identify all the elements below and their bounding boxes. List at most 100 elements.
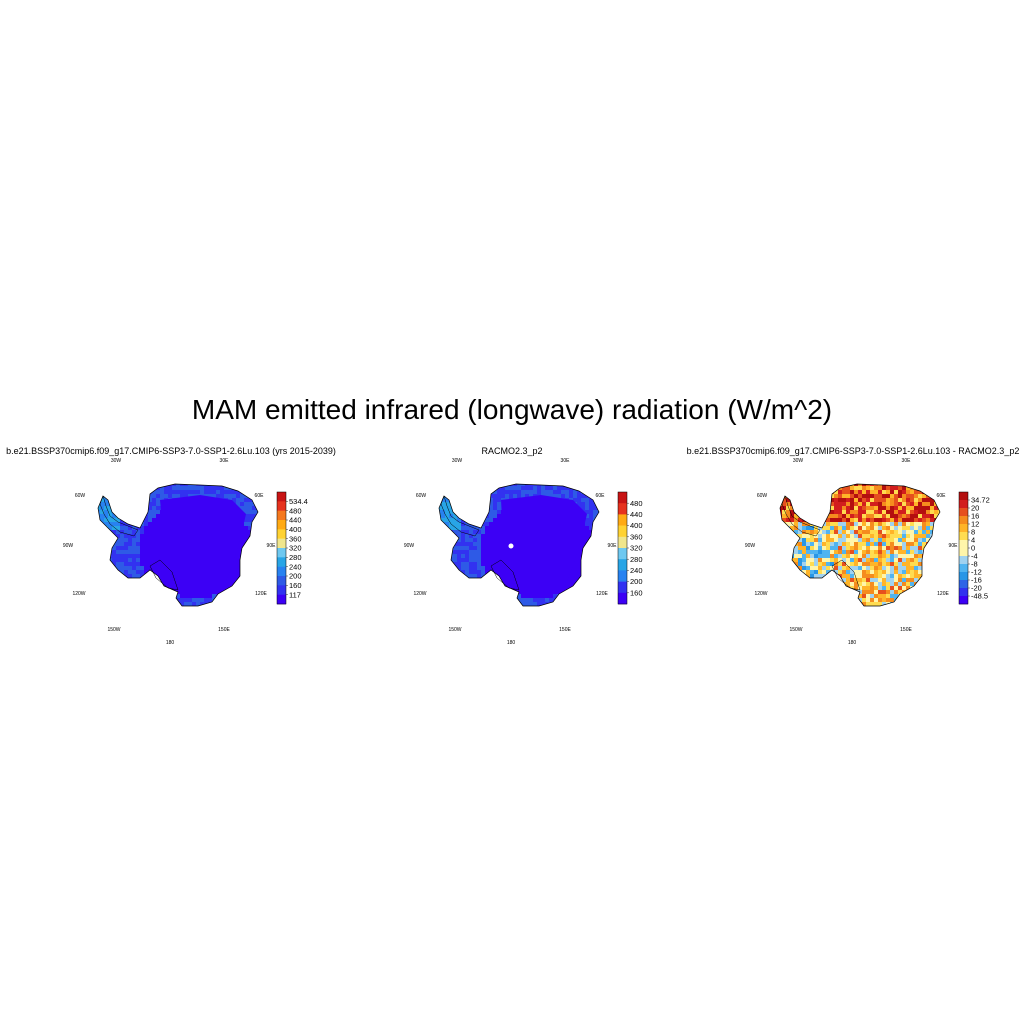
colorbar-box: [959, 588, 968, 597]
colorbar-box: [959, 508, 968, 517]
colorbar-label: 34.72: [971, 496, 990, 505]
colorbar-label: 20: [971, 504, 979, 513]
panel-model: b.e21.BSSP370cmip6.f09_g17.CMIP6-SSP3-7.…: [0, 444, 342, 654]
colorbar-label: 440: [289, 516, 302, 525]
longitude-label: 60E: [937, 493, 947, 499]
longitude-label: 30W: [793, 458, 804, 464]
colorbar-label: 320: [289, 544, 302, 553]
colorbar-box: [277, 548, 286, 558]
colorbar-box: [277, 520, 286, 530]
colorbar-box: [618, 570, 627, 582]
colorbar-box: [959, 556, 968, 565]
longitude-label: 90W: [745, 543, 756, 549]
longitude-label: 90E: [267, 543, 277, 549]
colorbar-box: [277, 576, 286, 586]
coastline: [97, 483, 259, 607]
colorbar-box: [959, 492, 968, 501]
colorbar-box: [959, 516, 968, 525]
colorbar-box: [277, 557, 286, 567]
colorbar-box: [959, 500, 968, 509]
longitude-label: 150W: [448, 627, 461, 633]
colorbar-label: 16: [971, 512, 979, 521]
figure-title: MAM emitted infrared (longwave) radiatio…: [191, 394, 833, 425]
colorbar-label: 280: [630, 555, 643, 564]
colorbar-box: [277, 594, 286, 605]
colorbar-label: 240: [630, 566, 643, 575]
colorbar-label: 0: [971, 544, 975, 553]
colorbar-label: 280: [289, 553, 302, 562]
colorbar-label: 4: [971, 536, 975, 545]
colorbar-box: [618, 581, 627, 594]
panel-title: b.e21.BSSP370cmip6.f09_g17.CMIP6-SSP3-7.…: [6, 446, 336, 456]
colorbar-label: 160: [289, 581, 302, 590]
colorbar-label: 200: [289, 572, 302, 581]
colorbar-box: [959, 524, 968, 533]
colorbar-label: 440: [630, 510, 643, 519]
colorbar-box: [277, 501, 286, 511]
map-panel-racmo: 30W 30E 60W 60E 90W 90E 120W 120E 150W 150E 180 480…: [404, 458, 643, 646]
colorbar-label: 200: [630, 577, 643, 586]
field-cells: [780, 484, 940, 606]
colorbar-label: 8: [971, 528, 975, 537]
colorbar-box: [618, 503, 627, 515]
colorbar-label: -8: [971, 560, 978, 569]
colorbar-label: 480: [289, 506, 302, 515]
colorbar-label: 12: [971, 520, 979, 529]
colorbar-label: 360: [630, 532, 643, 541]
longitude-label: 90E: [608, 543, 618, 549]
panel-racmo: RACMO2.3_p2 30W 30E 60W 60E 90W 90E 120W 120E 15…: [341, 444, 683, 654]
map-panel-difference: 30W 30E 60W 60E 90W 90E 120W 120E 150W 150E 180 34.…: [745, 458, 990, 646]
colorbar-box: [277, 566, 286, 577]
longitude-label: 90E: [949, 543, 959, 549]
longitude-label: 30W: [452, 458, 463, 464]
colorbar-box: [618, 525, 627, 538]
map-panel-model: 30W 30E 60W 60E 90W 90E 120W 120E 150W 150E 180 534…: [63, 458, 308, 646]
colorbar-label: 360: [289, 534, 302, 543]
panel-difference: b.e21.BSSP370cmip6.f09_g17.CMIP6-SSP3-7.…: [682, 444, 1024, 654]
longitude-label: 150E: [900, 627, 912, 633]
colorbar-label: -4: [971, 552, 978, 561]
longitude-label: 180: [848, 640, 857, 646]
colorbar-label: 480: [630, 499, 643, 508]
colorbar-label: 160: [630, 588, 643, 597]
colorbar-box: [959, 596, 968, 605]
colorbar-label: 400: [289, 525, 302, 534]
colorbar-label: 240: [289, 562, 302, 571]
longitude-label: 60E: [255, 493, 265, 499]
longitude-label: 30E: [902, 458, 912, 464]
longitude-label: 150W: [789, 627, 802, 633]
colorbar-box: [618, 536, 627, 549]
longitude-label: 30E: [220, 458, 230, 464]
longitude-label: 150E: [559, 627, 571, 633]
colorbar-label: -20: [971, 584, 982, 593]
longitude-label: 120E: [937, 591, 949, 597]
colorbar-box: [959, 548, 968, 557]
panel-title: RACMO2.3_p2: [481, 446, 543, 456]
longitude-label: 120W: [72, 591, 85, 597]
colorbar-box: [618, 559, 627, 571]
colorbar-box: [618, 548, 627, 560]
longitude-label: 150W: [107, 627, 120, 633]
colorbar-label: -12: [971, 568, 982, 577]
colorbar-box: [618, 514, 627, 526]
colorbar-box: [277, 492, 286, 502]
colorbar-box: [277, 538, 286, 549]
longitude-label: 60W: [416, 493, 427, 499]
longitude-label: 150E: [218, 627, 230, 633]
coastline: [779, 483, 941, 607]
colorbar-box: [277, 510, 286, 521]
colorbar-box: [959, 564, 968, 573]
pole-marker: [508, 543, 514, 549]
colorbar-label: 117: [289, 590, 301, 599]
longitude-label: 120W: [754, 591, 767, 597]
longitude-label: 90W: [404, 543, 415, 549]
colorbar-label: 320: [630, 544, 643, 553]
longitude-label: 30W: [111, 458, 122, 464]
longitude-label: 30E: [561, 458, 571, 464]
longitude-label: 60W: [757, 493, 768, 499]
colorbar-box: [277, 529, 286, 539]
colorbar-label: -48.5: [971, 592, 988, 601]
longitude-label: 180: [507, 640, 516, 646]
colorbar-box: [277, 585, 286, 595]
colorbar-box: [618, 492, 627, 504]
